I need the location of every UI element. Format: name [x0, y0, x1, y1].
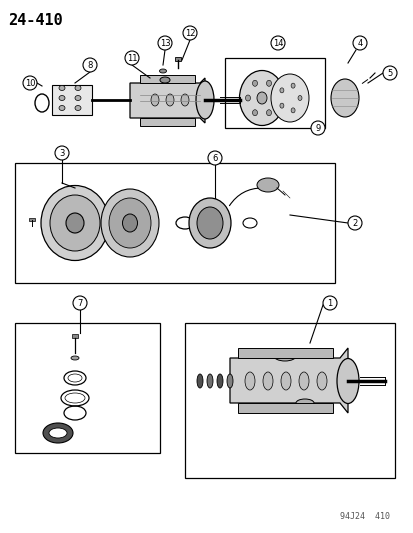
Circle shape [322, 296, 336, 310]
Text: 10: 10 [25, 78, 35, 87]
Text: 11: 11 [126, 53, 137, 62]
FancyArrowPatch shape [361, 79, 367, 83]
Ellipse shape [206, 374, 212, 388]
Polygon shape [130, 78, 204, 123]
Circle shape [55, 146, 69, 160]
Ellipse shape [159, 69, 166, 73]
Ellipse shape [41, 185, 109, 261]
Ellipse shape [297, 95, 301, 101]
Text: 3: 3 [59, 149, 64, 157]
Bar [175, 57, 180, 61]
Ellipse shape [50, 195, 100, 251]
Ellipse shape [336, 359, 358, 403]
Ellipse shape [189, 198, 230, 248]
Text: 7: 7 [77, 298, 83, 308]
Ellipse shape [59, 106, 65, 110]
Ellipse shape [166, 94, 173, 106]
Ellipse shape [197, 374, 202, 388]
Text: 94J24  410: 94J24 410 [339, 512, 389, 521]
Ellipse shape [245, 95, 250, 101]
Bar [52, 85, 92, 115]
Circle shape [23, 76, 37, 90]
Ellipse shape [159, 77, 170, 83]
Text: 8: 8 [87, 61, 93, 69]
Text: 13: 13 [159, 38, 170, 47]
Circle shape [183, 26, 197, 40]
Ellipse shape [252, 110, 257, 116]
Ellipse shape [252, 80, 257, 86]
Ellipse shape [273, 351, 295, 361]
Text: 12: 12 [184, 28, 195, 37]
Text: 1: 1 [327, 298, 332, 308]
Ellipse shape [71, 356, 79, 360]
Bar [237, 348, 332, 358]
Bar [224, 58, 324, 128]
Text: 9: 9 [315, 124, 320, 133]
Ellipse shape [280, 372, 290, 390]
Bar [237, 403, 332, 413]
Circle shape [125, 51, 139, 65]
Ellipse shape [256, 178, 278, 192]
Circle shape [83, 58, 97, 72]
Circle shape [73, 296, 87, 310]
Ellipse shape [75, 106, 81, 110]
Text: 2: 2 [351, 219, 357, 228]
Bar [140, 118, 195, 126]
Ellipse shape [266, 110, 271, 116]
Ellipse shape [262, 372, 272, 390]
Ellipse shape [122, 214, 137, 232]
Ellipse shape [197, 207, 223, 239]
Ellipse shape [290, 83, 294, 88]
Circle shape [310, 121, 324, 135]
Ellipse shape [66, 213, 84, 233]
Ellipse shape [101, 189, 159, 257]
Ellipse shape [75, 95, 81, 101]
Ellipse shape [330, 79, 358, 117]
Ellipse shape [279, 88, 283, 93]
Ellipse shape [43, 423, 73, 443]
Circle shape [271, 36, 284, 50]
FancyArrowPatch shape [229, 188, 261, 206]
Ellipse shape [273, 95, 278, 101]
Ellipse shape [295, 399, 313, 407]
Ellipse shape [59, 85, 65, 91]
Ellipse shape [195, 81, 214, 119]
Ellipse shape [279, 103, 283, 108]
Ellipse shape [151, 94, 159, 106]
Ellipse shape [290, 108, 294, 113]
Ellipse shape [266, 80, 271, 86]
Text: 5: 5 [387, 69, 392, 77]
Text: 14: 14 [272, 38, 282, 47]
Text: 6: 6 [212, 154, 217, 163]
Bar [185, 323, 394, 478]
Circle shape [382, 66, 396, 80]
Ellipse shape [316, 372, 326, 390]
Ellipse shape [256, 92, 266, 104]
Ellipse shape [59, 95, 65, 101]
Ellipse shape [49, 428, 67, 438]
Ellipse shape [244, 372, 254, 390]
Bar [15, 163, 334, 283]
Polygon shape [230, 348, 347, 413]
Circle shape [352, 36, 366, 50]
Bar [140, 75, 195, 83]
Bar [72, 334, 78, 338]
Ellipse shape [298, 372, 308, 390]
Circle shape [347, 216, 361, 230]
Ellipse shape [239, 70, 284, 125]
Circle shape [207, 151, 221, 165]
Ellipse shape [75, 85, 81, 91]
Ellipse shape [180, 94, 189, 106]
Ellipse shape [109, 198, 151, 248]
Ellipse shape [226, 374, 233, 388]
Circle shape [158, 36, 171, 50]
Ellipse shape [216, 374, 223, 388]
Text: 24-410: 24-410 [8, 13, 63, 28]
Bar [15, 323, 159, 453]
Text: 4: 4 [356, 38, 362, 47]
Bar [29, 218, 35, 221]
Ellipse shape [271, 74, 308, 122]
